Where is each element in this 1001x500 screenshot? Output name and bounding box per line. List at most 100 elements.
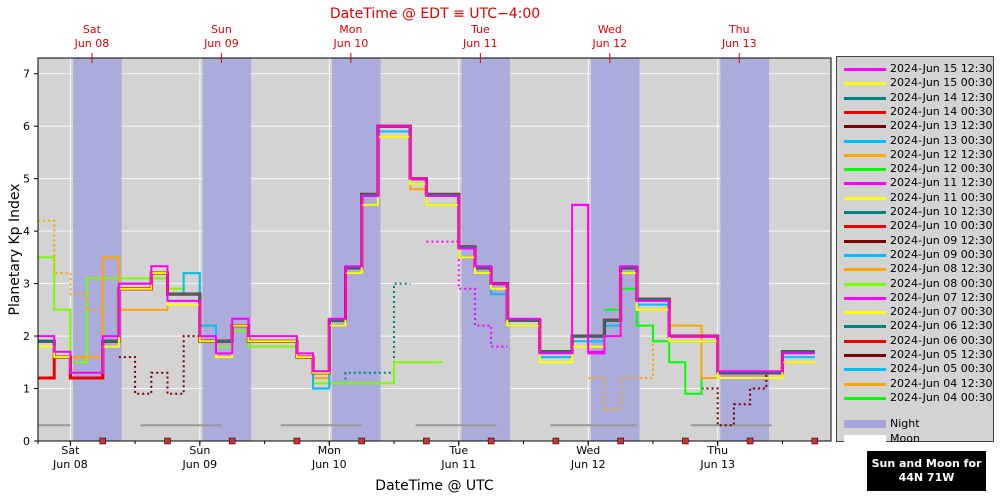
legend-swatch (844, 239, 886, 243)
legend-item: 2024-Jun 10 12:30 (837, 205, 993, 219)
legend-label: 2024-Jun 12 00:30 (890, 162, 993, 176)
legend-label: 2024-Jun 14 12:30 (890, 90, 993, 104)
y-tick-label: 6 (23, 120, 30, 133)
legend-band-swatch (844, 420, 886, 429)
legend-item: 2024-Jun 08 00:30 (837, 277, 993, 291)
baseline-marker (811, 437, 819, 445)
top-tick-date-label: Jun 08 (74, 37, 110, 50)
legend-swatch (844, 268, 886, 272)
legend-swatch (844, 368, 886, 372)
chart-legend: 2024-Jun 15 12:30 2024-Jun 15 00:30 2024-J… (836, 56, 994, 445)
x-tick-date-label: Jun 10 (311, 458, 347, 471)
baseline-marker (682, 437, 689, 445)
legend-item: 2024-Jun 15 12:30 (837, 62, 993, 76)
plot-area (38, 58, 831, 441)
legend-label: 2024-Jun 11 12:30 (890, 176, 993, 190)
x-tick-day-label: Wed (576, 444, 600, 457)
baseline-marker (423, 437, 430, 445)
series-line (38, 256, 443, 385)
legend-label: 2024-Jun 13 00:30 (890, 133, 993, 147)
legend-label: Night (890, 417, 920, 431)
y-tick-label: 0 (23, 435, 30, 448)
legend-item: 2024-Jun 11 12:30 (837, 176, 993, 190)
legend-swatch (844, 125, 886, 129)
x-tick-day-label: Mon (318, 444, 341, 457)
legend-item: 2024-Jun 15 00:30 (837, 76, 993, 90)
legend-item: 2024-Jun 10 00:30 (837, 219, 993, 233)
baseline-marker (746, 437, 754, 445)
legend-swatch (844, 354, 886, 357)
legend-item: Moon (837, 432, 993, 446)
top-tick-date-label: Jun 10 (333, 37, 369, 50)
sun-moon-location-box: Sun and Moon for 44N 71W (867, 451, 986, 491)
baseline-marker (293, 437, 301, 445)
legend-item: 2024-Jun 13 00:30 (837, 134, 993, 148)
night-band (73, 58, 122, 441)
top-tick-date-label: Jun 09 (203, 37, 239, 50)
series-line (38, 219, 670, 411)
y-tick-label: 1 (23, 383, 30, 396)
legend-item: 2024-Jun 04 12:30 (837, 377, 993, 391)
legend-swatch (844, 253, 886, 257)
legend-label: 2024-Jun 09 12:30 (890, 233, 993, 247)
legend-item: 2024-Jun 09 12:30 (837, 234, 993, 248)
legend-item: 2024-Jun 04 00:30 (837, 391, 993, 405)
top-tick-date-label: Jun 13 (721, 37, 757, 50)
x-tick-date-label: Jun 08 (52, 458, 88, 471)
plot-frame (37, 57, 832, 442)
top-tick-day-label: Mon (339, 23, 362, 36)
top-tick-day-label: Sun (211, 23, 232, 36)
x-tick-day-label: Sat (61, 444, 80, 457)
legend-swatch (844, 182, 886, 186)
baseline-marker (617, 437, 624, 445)
legend-item: 2024-Jun 05 00:30 (837, 362, 993, 376)
legend-item: 2024-Jun 07 12:30 (837, 291, 993, 305)
y-tick-label: 2 (23, 330, 30, 343)
legend-item: 2024-Jun 11 00:30 (837, 191, 993, 205)
top-tick-day-label: Tue (470, 23, 490, 36)
legend-label: 2024-Jun 09 00:30 (890, 247, 993, 261)
legend-item: 2024-Jun 13 12:30 (837, 119, 993, 133)
night-band (720, 58, 769, 441)
top-tick-date-label: Jun 12 (591, 37, 627, 50)
legend-swatch (844, 325, 886, 329)
legend-label: 2024-Jun 10 12:30 (890, 205, 993, 218)
legend-swatch (844, 225, 886, 229)
legend-item: 2024-Jun 08 12:30 (837, 262, 993, 276)
legend-item: 2024-Jun 05 12:30 (837, 348, 993, 362)
legend-label: 2024-Jun 07 12:30 (890, 290, 993, 304)
legend-swatch (844, 82, 886, 86)
x-axis-label: DateTime @ UTC (375, 478, 494, 494)
x-tick-day-label: Thu (706, 444, 728, 457)
baseline-marker (228, 437, 236, 445)
legend-item: 2024-Jun 06 00:30 (837, 334, 993, 348)
legend-label: 2024-Jun 04 12:30 (890, 376, 993, 390)
legend-swatch (844, 382, 886, 386)
legend-label: 2024-Jun 15 00:30 (890, 76, 993, 90)
legend-swatch (844, 296, 886, 300)
y-tick-label: 5 (23, 173, 30, 186)
legend-item: 2024-Jun 07 00:30 (837, 305, 993, 319)
legend-swatch (844, 153, 886, 157)
night-band (590, 58, 640, 441)
night-band (202, 58, 252, 441)
baseline-marker (358, 437, 365, 445)
legend-label: 2024-Jun 13 12:30 (890, 119, 993, 133)
legend-swatch (844, 311, 886, 315)
legend-swatch (844, 339, 886, 343)
series-line (329, 282, 411, 385)
y-tick-label: 7 (23, 68, 30, 81)
chart-top-title: DateTime @ EDT ≡ UTC−4:00 (329, 6, 541, 22)
legend-label: 2024-Jun 08 00:30 (890, 276, 993, 290)
legend-label: 2024-Jun 10 00:30 (890, 219, 993, 233)
legend-swatch (844, 110, 886, 114)
series-line (118, 335, 783, 427)
legend-label: 2024-Jun 12 12:30 (890, 147, 993, 161)
legend-label: 2024-Jun 05 00:30 (890, 362, 993, 376)
legend-label: 2024-Jun 08 12:30 (890, 262, 993, 276)
top-tick-date-label: Jun 11 (462, 37, 498, 50)
legend-swatch (844, 96, 886, 100)
legend-band-swatch (844, 434, 886, 443)
x-tick-date-label: Jun 09 (181, 458, 217, 471)
y-tick-label: 3 (23, 278, 30, 291)
